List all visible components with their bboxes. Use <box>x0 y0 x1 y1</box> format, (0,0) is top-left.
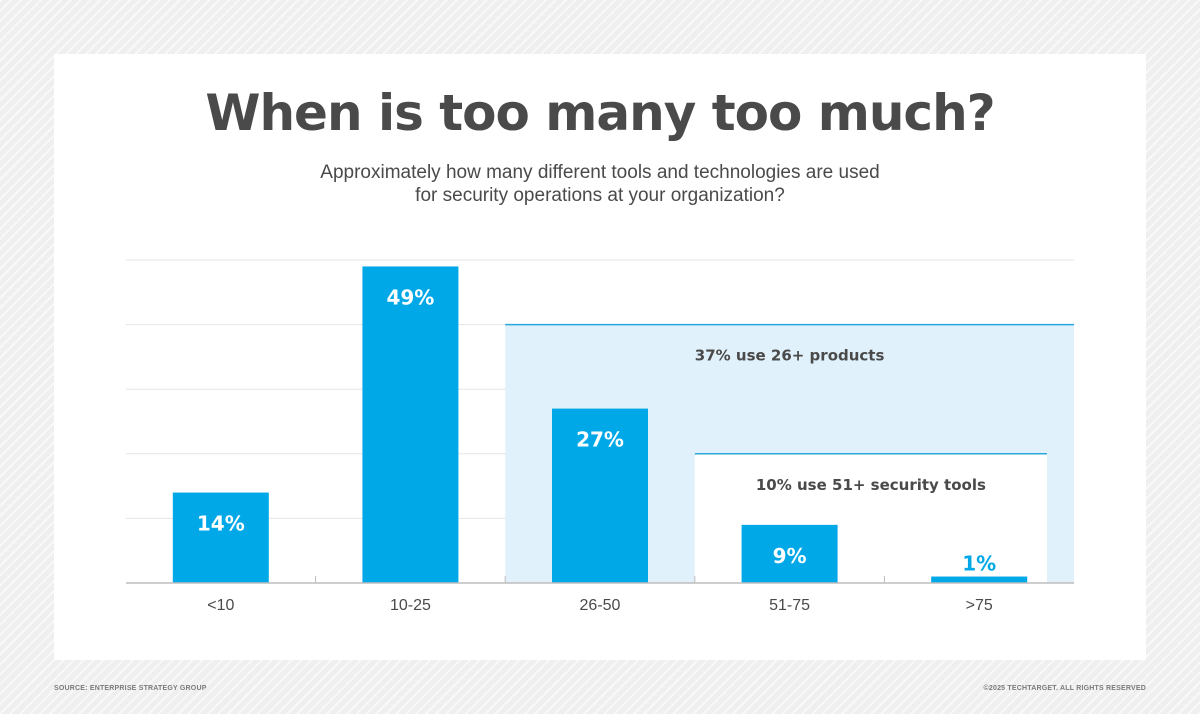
bar <box>362 266 459 583</box>
bar-value-label: 9% <box>773 544 807 568</box>
x-tick-label: 26-50 <box>580 597 621 614</box>
chart-subtitle: Approximately how many different tools a… <box>250 161 950 207</box>
bar-value-label: 14% <box>197 512 245 536</box>
bar <box>552 408 648 583</box>
bar <box>172 492 269 583</box>
subtitle-line-2: for security operations at your organiza… <box>415 185 785 206</box>
annotation-label: 37% use 26+ products <box>695 347 885 365</box>
chart-title: When is too many too much? <box>205 84 995 142</box>
bar-value-label: 27% <box>576 428 624 452</box>
x-tick-label: <10 <box>207 597 234 614</box>
annotation-label: 10% use 51+ security tools <box>756 476 986 494</box>
bar-value-label: 1% <box>962 552 996 576</box>
x-tick-label: 10-25 <box>390 597 431 614</box>
x-tick-label: >75 <box>966 597 993 614</box>
bar-value-label: 49% <box>386 285 434 309</box>
subtitle-line-1: Approximately how many different tools a… <box>320 162 880 183</box>
x-tick-label: 51-75 <box>769 597 810 614</box>
bar <box>931 576 1028 583</box>
source-note: SOURCE: ENTERPRISE STRATEGY GROUP <box>54 685 207 692</box>
copyright-note: ©2025 TECHTARGET. ALL RIGHTS RESERVED <box>983 685 1146 692</box>
bar <box>741 524 838 583</box>
